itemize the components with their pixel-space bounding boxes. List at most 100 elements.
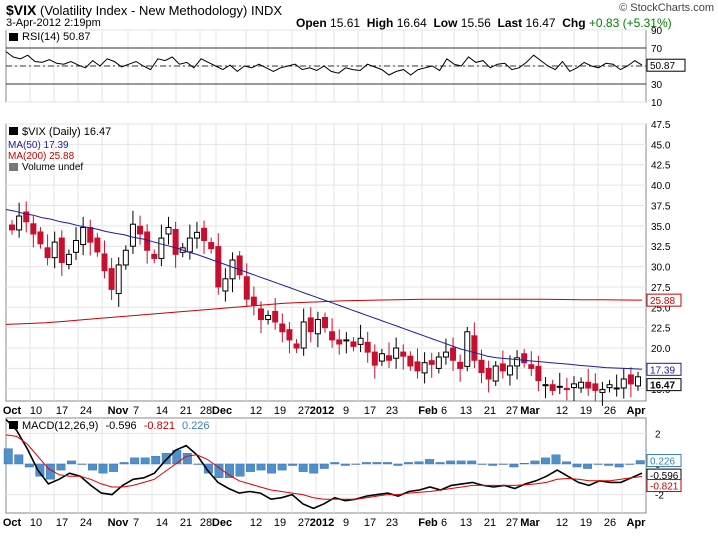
macd-histogram-bar xyxy=(3,448,13,465)
macd-x-tick-label: 26 xyxy=(604,517,616,529)
price-legend: $VIX (Daily) 16.47 MA(50) 17.39 MA(200) … xyxy=(8,126,111,173)
macd-histogram-bar xyxy=(203,463,213,474)
price-candle xyxy=(80,226,87,246)
price-x-tick-label: 14 xyxy=(156,405,168,417)
price-x-tick-label: Mar xyxy=(520,405,540,417)
price-x-tick-label: 13 xyxy=(460,405,472,417)
rsi-legend-swatch xyxy=(9,33,18,41)
price-x-tick-label: 23 xyxy=(386,405,398,417)
price-candle xyxy=(165,226,172,235)
macd-x-tick-label: Nov xyxy=(108,517,130,529)
price-candle xyxy=(435,356,442,369)
volume-legend-swatch xyxy=(9,163,18,171)
macd-histogram-bar xyxy=(467,460,477,465)
macd-x-tick-label: 19 xyxy=(580,517,592,529)
macd-histogram-bar xyxy=(604,463,614,466)
macd-x-tick-label: 12 xyxy=(556,517,568,529)
macd-histogram-bar xyxy=(635,460,645,465)
macd-x-tick-label: 17 xyxy=(364,517,376,529)
price-x-tick-label: 17 xyxy=(56,405,68,417)
price-candle xyxy=(521,353,528,364)
macd-x-tick-label: 28 xyxy=(200,517,212,529)
price-legend-swatch xyxy=(9,127,18,135)
macd-hist-last-value: 0.226 xyxy=(650,457,675,468)
macd-line xyxy=(5,418,643,510)
price-tick-label: 25.0 xyxy=(651,303,671,314)
macd-x-tick-label: 21 xyxy=(180,517,192,529)
last-label: Last xyxy=(497,16,523,30)
price-candle xyxy=(73,240,80,253)
macd-x-tick-label: 13 xyxy=(460,517,472,529)
macd-legend-swatch xyxy=(9,421,18,429)
macd-histogram-bar xyxy=(477,463,487,465)
high-label: High xyxy=(366,16,394,30)
macd-histogram-bar xyxy=(77,463,87,465)
svg-text:MACD(12,26,9) -0.596: MACD(12,26,9) -0.596 -0.821 0.226 xyxy=(22,420,210,432)
macd-x-tick-label: 23 xyxy=(386,517,398,529)
price-x-tick-label: 9 xyxy=(343,405,349,417)
macd-histogram-bar xyxy=(583,463,593,469)
price-candle xyxy=(9,224,15,231)
price-candle xyxy=(336,339,343,345)
price-x-tick-label: Dec xyxy=(212,405,232,417)
chg-value: +0.83 (+5.31%) xyxy=(588,16,672,30)
macd-histogram-bar xyxy=(319,463,329,469)
macd-histogram-bar xyxy=(56,463,66,471)
macd-histogram-bar xyxy=(498,463,508,465)
macd-histogram-bar xyxy=(383,462,392,465)
price-candle xyxy=(286,329,293,341)
price-candle xyxy=(250,296,257,306)
macd-histogram-bar xyxy=(151,456,161,465)
price-candle xyxy=(464,331,471,367)
price-tick-label: 20.0 xyxy=(651,344,671,355)
price-candle xyxy=(499,363,506,372)
price-candle xyxy=(635,376,641,387)
price-candle xyxy=(414,361,421,372)
stockcharts-logo: © StockCharts.com xyxy=(619,2,714,14)
price-candle xyxy=(613,387,620,390)
ma200-last-value-box xyxy=(646,293,682,307)
signal-line xyxy=(5,434,643,500)
macd-histogram-bar xyxy=(66,460,76,465)
macd-histogram-bar xyxy=(130,457,140,465)
price-candle xyxy=(492,365,499,382)
price-candle xyxy=(578,381,585,389)
last-value: 16.47 xyxy=(525,16,556,30)
price-candle xyxy=(428,360,435,365)
macd-histogram-bar xyxy=(246,463,255,472)
price-x-tick-label: 27 xyxy=(298,405,310,417)
macd-histogram-bar xyxy=(140,457,150,465)
ma200-line xyxy=(5,298,643,325)
price-candle xyxy=(115,264,122,294)
price-candle xyxy=(300,321,307,349)
macd-histogram-bar xyxy=(330,462,340,465)
ma200-last-value: 25.88 xyxy=(650,296,675,307)
macd-tick-label: -2 xyxy=(655,491,664,502)
price-candle xyxy=(243,276,250,300)
macd-legend-signal: -0.821 xyxy=(144,420,175,432)
macd-x-tick-label: Oct xyxy=(3,517,22,529)
macd-x-tick-label: Mar xyxy=(520,517,540,529)
price-candle xyxy=(620,378,627,389)
price-candle xyxy=(257,308,264,321)
rsi-tick-label: 90 xyxy=(651,26,663,37)
macd-histogram-bar xyxy=(593,463,603,465)
price-candle xyxy=(108,268,115,290)
macd-histogram-bar xyxy=(14,454,24,465)
price-tick-label: 37.5 xyxy=(651,201,671,212)
price-legend-ma50: MA(50) 17.39 xyxy=(8,140,69,151)
price-tick-label: 30.0 xyxy=(651,263,671,274)
price-tick-label: 42.5 xyxy=(651,161,671,172)
price-candle xyxy=(329,331,336,341)
macd-last-value: -0.596 xyxy=(650,471,679,482)
price-candle xyxy=(307,317,314,333)
macd-histogram-bar xyxy=(425,459,435,465)
price-tick-label: 47.5 xyxy=(651,120,671,131)
macd-x-tick-label: 7 xyxy=(133,517,139,529)
price-candle xyxy=(222,278,229,292)
price-x-tick-label: Feb xyxy=(418,405,438,417)
macd-histogram-bar xyxy=(414,461,424,465)
price-candle xyxy=(30,223,37,235)
macd-x-tick-label: 19 xyxy=(274,517,286,529)
macd-histogram-bar xyxy=(193,463,203,465)
